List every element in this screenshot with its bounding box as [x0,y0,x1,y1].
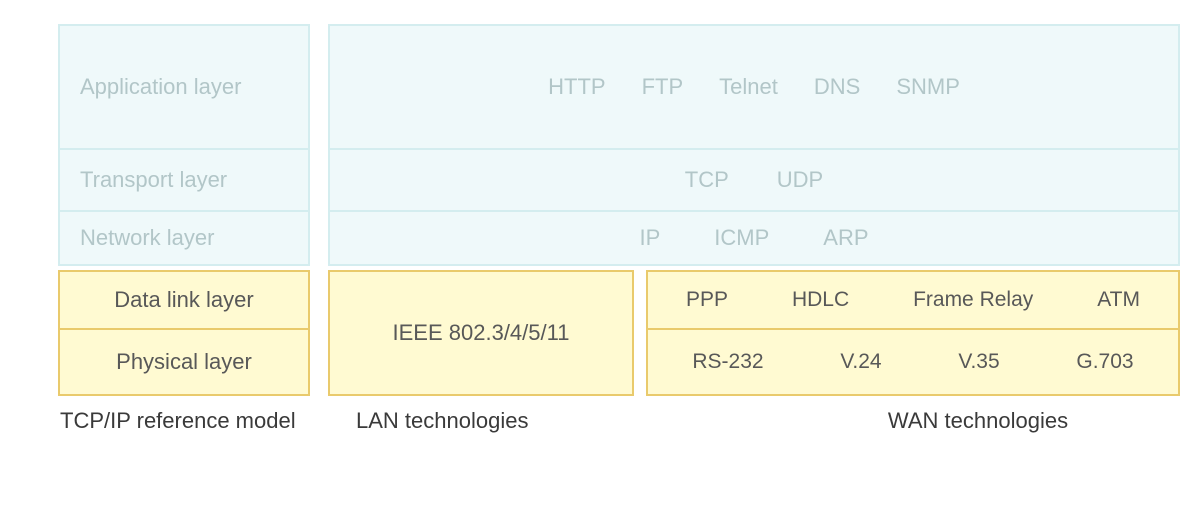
application-protocols: HTTP FTP Telnet DNS SNMP [330,74,1178,100]
layer-transport-label-cell: Transport layer [58,150,310,212]
protocol-snmp: SNMP [896,74,960,100]
protocol-atm: ATM [1097,288,1140,312]
row-datalink: Data link layer IEEE 802.3/4/5/11 PPP HD… [58,270,1180,330]
row-physical: Physical layer RS-232 V.24 V.35 G.703 [58,330,1180,396]
layer-application-label-cell: Application layer [58,24,310,150]
protocol-framerelay: Frame Relay [913,288,1033,312]
wan-physical-protocols: RS-232 V.24 V.35 G.703 [648,350,1178,374]
layer-physical-label-cell: Physical layer [58,330,310,396]
layer-application-protocols-cell: HTTP FTP Telnet DNS SNMP [328,24,1180,150]
layer-network-label: Network layer [80,225,214,251]
row-network: Network layer IP ICMP ARP [58,212,1180,266]
caption-wan: WAN technologies [654,408,1182,434]
caption-model: TCP/IP reference model [58,408,330,434]
protocol-ppp: PPP [686,288,728,312]
network-protocols: IP ICMP ARP [330,225,1178,251]
layer-transport-label: Transport layer [80,167,227,193]
protocol-tcp: TCP [685,167,729,193]
tcpip-grid: Application layer HTTP FTP Telnet DNS SN… [58,24,1180,396]
protocol-ip: IP [639,225,660,251]
layer-physical-label: Physical layer [116,349,252,375]
protocol-g703: G.703 [1076,350,1133,374]
row-application: Application layer HTTP FTP Telnet DNS SN… [58,24,1180,150]
transport-protocols: TCP UDP [330,167,1178,193]
protocol-ftp: FTP [642,74,684,100]
protocol-udp: UDP [777,167,823,193]
layer-network-label-cell: Network layer [58,212,310,266]
protocol-telnet: Telnet [719,74,778,100]
protocol-arp: ARP [823,225,868,251]
caption-row: TCP/IP reference model LAN technologies … [58,408,1182,434]
wan-physical-cell: RS-232 V.24 V.35 G.703 [646,330,1180,396]
layer-datalink-label-cell: Data link layer [58,270,310,330]
layer-datalink-label: Data link layer [114,287,253,313]
caption-lan: LAN technologies [330,408,654,434]
layer-transport-protocols-cell: TCP UDP [328,150,1180,212]
protocol-rs232: RS-232 [692,350,763,374]
wan-datalink-cell: PPP HDLC Frame Relay ATM [646,270,1180,330]
protocol-v35: V.35 [958,350,999,374]
protocol-hdlc: HDLC [792,288,849,312]
wan-datalink-protocols: PPP HDLC Frame Relay ATM [648,288,1178,312]
layer-network-protocols-cell: IP ICMP ARP [328,212,1180,266]
protocol-icmp: ICMP [714,225,769,251]
protocol-dns: DNS [814,74,860,100]
protocol-http: HTTP [548,74,605,100]
diagram-root: Application layer HTTP FTP Telnet DNS SN… [0,0,1200,507]
row-transport: Transport layer TCP UDP [58,150,1180,212]
layer-application-label: Application layer [80,74,241,100]
protocol-v24: V.24 [840,350,881,374]
